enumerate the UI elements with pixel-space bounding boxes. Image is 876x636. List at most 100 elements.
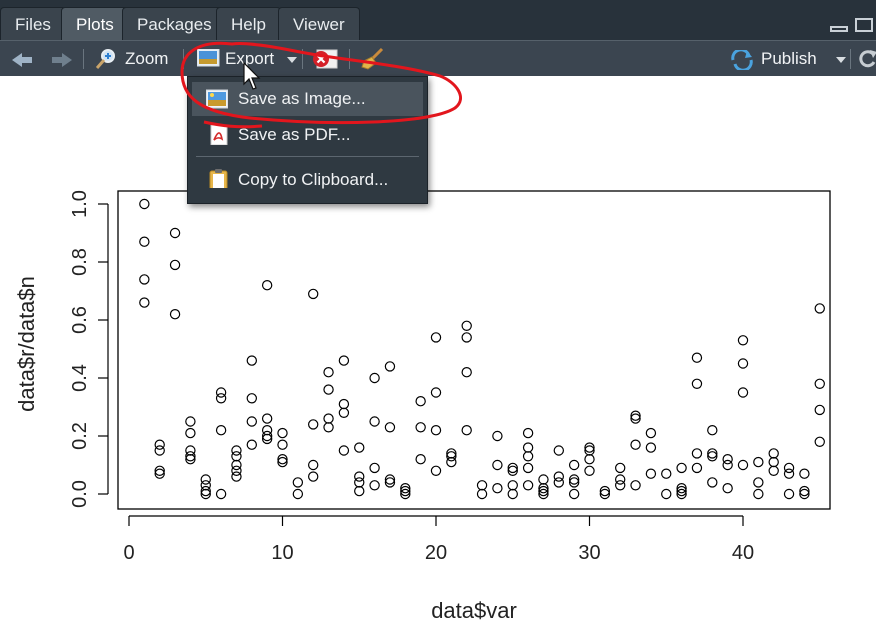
data-point (753, 456, 764, 468)
refresh-icon[interactable] (858, 49, 876, 69)
data-point (691, 448, 703, 459)
data-point (415, 396, 426, 407)
pane-tab-bar: Files Plots Packages Help Viewer (0, 0, 876, 40)
data-point (215, 393, 227, 404)
data-point (430, 332, 442, 343)
data-point (261, 279, 273, 291)
toolbar-divider (83, 49, 84, 69)
maximize-pane-icon[interactable] (855, 18, 873, 32)
export-image-icon (197, 49, 220, 67)
data-point (476, 488, 488, 500)
data-point (783, 468, 795, 479)
data-point (783, 488, 795, 500)
data-point (308, 419, 319, 430)
data-point (691, 462, 703, 474)
data-point (215, 425, 227, 436)
data-point (261, 413, 273, 424)
zoom-button[interactable]: Zoom (95, 41, 168, 77)
tab-help[interactable]: Help (216, 7, 281, 40)
data-point (430, 387, 442, 398)
x-axis-title: data$var (431, 598, 517, 623)
data-point (799, 488, 810, 500)
data-point (384, 361, 396, 372)
data-point (384, 422, 396, 433)
data-point (630, 413, 641, 424)
chevron-down-icon (835, 56, 846, 63)
data-point (676, 462, 687, 474)
tab-plots[interactable]: Plots (61, 7, 129, 40)
data-point (323, 384, 334, 395)
publish-button[interactable]: Publish (761, 41, 846, 77)
data-point (323, 413, 334, 424)
menu-item-save-as-image[interactable]: Save as Image... (192, 82, 423, 116)
data-point (415, 454, 426, 465)
data-point (814, 303, 825, 314)
x-tick-label: 30 (578, 542, 600, 564)
data-point (277, 456, 288, 468)
toolbar-divider (302, 49, 303, 69)
data-point (568, 488, 580, 500)
data-point (430, 425, 442, 436)
data-point (369, 480, 380, 491)
data-point (737, 335, 749, 346)
plot-frame (117, 190, 831, 510)
data-point (584, 454, 595, 465)
toolbar-divider (349, 49, 350, 69)
remove-plot-icon[interactable] (311, 48, 339, 70)
export-button[interactable]: Export (197, 41, 297, 77)
tab-help-label: Help (231, 15, 266, 34)
data-point (185, 451, 196, 462)
data-point (246, 416, 257, 427)
data-point (538, 483, 549, 494)
menu-item-copy-to-clipboard[interactable]: Copy to Clipboard... (192, 163, 423, 197)
tab-viewer[interactable]: Viewer (278, 7, 360, 40)
data-point (139, 274, 150, 285)
y-tick-label: 1.0 (69, 190, 91, 218)
data-point (369, 462, 380, 474)
data-point (185, 416, 196, 427)
data-point (722, 454, 733, 465)
data-point (691, 352, 703, 363)
y-tick-label: 0.0 (69, 480, 91, 508)
data-point (568, 459, 580, 471)
plots-toolbar: Zoom Export Publish (0, 40, 876, 76)
data-point (446, 456, 457, 468)
data-point (661, 468, 672, 479)
data-point (139, 198, 150, 210)
x-tick-label: 10 (271, 542, 293, 564)
data-point (645, 427, 657, 439)
data-point (261, 430, 273, 442)
data-point (538, 485, 549, 497)
data-point (154, 468, 165, 479)
menu-item-save-as-pdf[interactable]: Save as PDF... (192, 118, 423, 152)
data-point (261, 433, 273, 445)
tab-files[interactable]: Files (0, 7, 66, 40)
data-point (722, 459, 733, 471)
data-point (507, 480, 518, 491)
pdf-icon (210, 125, 228, 145)
data-point (139, 297, 150, 308)
data-point (522, 462, 534, 474)
data-point (615, 474, 626, 485)
data-point (615, 462, 626, 474)
data-point (507, 462, 518, 474)
toolbar-divider (183, 49, 184, 69)
plot-area: 0 10 20 30 40 0.0 0.2 0.4 0.6 0.8 1.0 data$var data$… (14, 190, 831, 623)
data-point (722, 483, 733, 494)
data-point (799, 485, 810, 497)
tab-viewer-label: Viewer (293, 15, 345, 34)
data-point (814, 378, 825, 389)
y-tick-label: 0.4 (69, 364, 91, 392)
data-point (507, 488, 518, 500)
tab-packages[interactable]: Packages (122, 7, 227, 40)
x-tick-label: 0 (123, 542, 134, 564)
data-point (814, 436, 825, 447)
data-point (461, 320, 472, 331)
data-point (338, 445, 350, 456)
data-point (400, 485, 411, 497)
data-point (645, 468, 657, 479)
clear-all-broom-icon[interactable] (360, 47, 386, 71)
data-point (630, 480, 641, 491)
data-point (323, 367, 334, 378)
minimize-pane-icon[interactable] (830, 26, 848, 32)
